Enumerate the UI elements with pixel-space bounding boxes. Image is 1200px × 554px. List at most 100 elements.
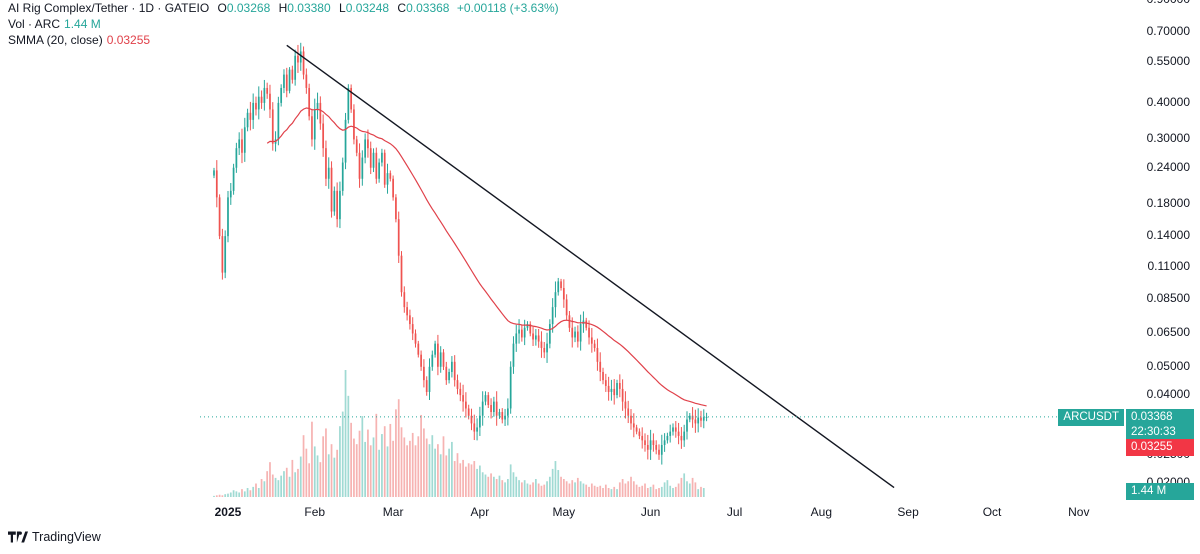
candle xyxy=(403,286,406,313)
volume-bar xyxy=(425,438,428,497)
legend-smma-row[interactable]: SMMA (20, close) 0.03255 xyxy=(8,32,559,48)
close-value: 0.03368 xyxy=(406,1,450,15)
candle xyxy=(560,278,562,291)
volume-bar xyxy=(355,444,358,497)
volume-bar xyxy=(518,480,520,497)
volume-label: Vol · ARC xyxy=(8,17,61,31)
candle xyxy=(590,328,593,353)
volume-bar xyxy=(641,485,644,497)
candle xyxy=(462,384,464,412)
smma-label: SMMA (20, close) xyxy=(8,33,103,47)
candle xyxy=(481,391,484,426)
candle xyxy=(372,148,375,173)
time-tick-label: Sep xyxy=(897,505,919,519)
price-tick-label: 0.18000 xyxy=(1146,196,1190,211)
smma-tag-value: 0.03255 xyxy=(1131,440,1173,453)
candle xyxy=(540,331,543,358)
volume-bar xyxy=(495,479,498,497)
candle xyxy=(596,338,599,371)
candle xyxy=(252,93,255,129)
volume-bar xyxy=(529,484,532,497)
volume-bar xyxy=(610,489,613,497)
time-tick-label: Mar xyxy=(382,505,404,519)
volume-bar xyxy=(672,488,674,497)
candle xyxy=(602,367,604,385)
volume-bar xyxy=(406,445,408,497)
volume-bar xyxy=(229,492,232,497)
volume-bar xyxy=(383,426,386,497)
volume-bar xyxy=(680,477,683,497)
candle xyxy=(504,408,506,426)
candle xyxy=(361,150,364,186)
volume-bar xyxy=(322,436,325,497)
volume-bar xyxy=(263,481,266,497)
candle xyxy=(529,321,532,337)
volume-bar xyxy=(481,472,484,497)
candle xyxy=(445,361,448,385)
candle xyxy=(232,163,235,195)
volume-bar xyxy=(221,495,224,497)
tradingview-branding[interactable]: TradingView xyxy=(8,530,101,544)
candle xyxy=(400,251,403,297)
volume-bar xyxy=(341,411,344,497)
candle xyxy=(506,398,509,426)
candle xyxy=(383,149,386,188)
candle xyxy=(624,391,627,419)
volume-bar xyxy=(674,486,677,497)
volume-bar xyxy=(269,462,271,497)
candle xyxy=(479,406,481,436)
volume-bar xyxy=(414,445,417,497)
volume-bar xyxy=(590,483,593,497)
candle xyxy=(526,321,529,331)
candle xyxy=(638,428,641,440)
change-value: +0.00118 (+3.63%) xyxy=(456,1,559,15)
candle xyxy=(229,183,232,205)
candle xyxy=(576,325,579,348)
candle xyxy=(470,408,473,431)
volume-bar xyxy=(277,480,280,497)
candle xyxy=(378,158,380,183)
candle xyxy=(599,352,602,382)
candle xyxy=(632,413,635,438)
candle xyxy=(484,391,487,406)
volume-bar xyxy=(350,422,353,497)
candle xyxy=(414,329,417,348)
volume-bar xyxy=(534,479,537,497)
candle xyxy=(381,148,383,167)
symbol-title[interactable]: AI Rig Complex/Tether · 1D · GATEIO xyxy=(8,1,210,15)
trendline[interactable] xyxy=(286,44,895,489)
candle xyxy=(411,317,414,341)
volume-bar xyxy=(420,414,422,497)
close-key: C xyxy=(397,1,407,15)
candle xyxy=(660,434,663,465)
volume-bar xyxy=(660,486,663,497)
volume-bar xyxy=(218,494,221,497)
candle xyxy=(534,329,537,346)
volume-bar xyxy=(512,472,515,497)
volume-bar xyxy=(375,413,378,497)
volume-bar xyxy=(215,495,218,497)
volume-bar xyxy=(479,465,481,497)
volume-bar xyxy=(593,485,596,497)
volume-bar xyxy=(434,448,436,497)
price-tick-label: 0.14000 xyxy=(1146,228,1190,243)
candle xyxy=(705,412,708,422)
legend-volume-row[interactable]: Vol · ARC 1.44 M xyxy=(8,16,559,32)
open-value: 0.03268 xyxy=(226,1,271,15)
volume-bar xyxy=(652,484,655,497)
candle xyxy=(255,96,257,116)
candle xyxy=(697,408,700,433)
volume-bar xyxy=(624,483,627,497)
volume-bar xyxy=(297,468,299,497)
candle xyxy=(241,128,243,164)
symbol-price-tag: ARCUSDT xyxy=(1058,408,1124,426)
volume-bar xyxy=(224,494,227,497)
price-tick-label: 0.06500 xyxy=(1146,325,1190,340)
time-tick-label: Oct xyxy=(982,505,1002,519)
candle xyxy=(554,281,557,318)
volume-bar xyxy=(487,476,490,497)
volume-bar xyxy=(316,455,319,497)
time-tick-label: Feb xyxy=(304,505,326,519)
